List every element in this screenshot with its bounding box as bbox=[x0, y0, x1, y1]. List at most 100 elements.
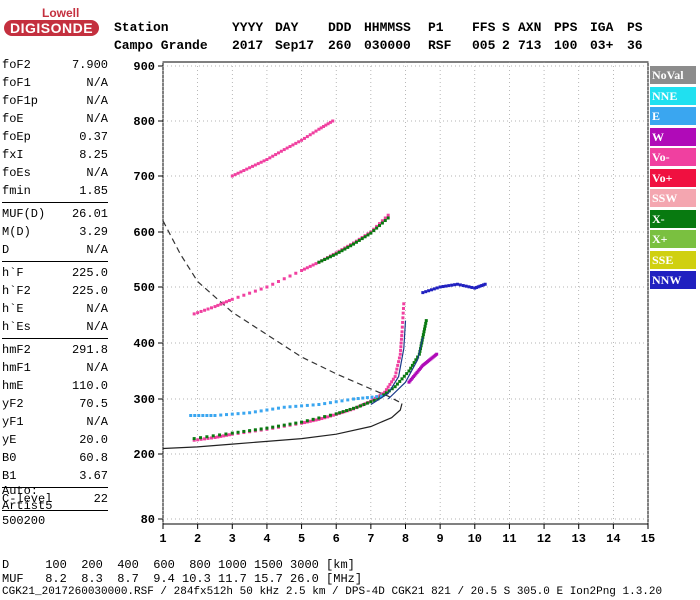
param-label: MUF(D) bbox=[2, 207, 46, 221]
trace-point bbox=[285, 146, 289, 150]
param-row: foF1p N/A bbox=[2, 92, 108, 110]
trace-fit-curve bbox=[370, 320, 407, 406]
trace-point bbox=[380, 221, 384, 225]
y-tick-label: 300 bbox=[133, 393, 155, 407]
trace-point bbox=[476, 285, 480, 289]
trace-point bbox=[393, 375, 397, 379]
trace-point bbox=[236, 171, 240, 175]
trace-point bbox=[400, 334, 404, 338]
param-label: foEp bbox=[2, 130, 31, 144]
trace-point bbox=[423, 327, 427, 331]
trace-point bbox=[193, 414, 197, 417]
param-value: 7.900 bbox=[71, 58, 108, 72]
legend-item: Vo- bbox=[650, 148, 696, 166]
trace-point bbox=[225, 413, 229, 417]
trace-point bbox=[441, 285, 445, 289]
trace-point bbox=[376, 397, 380, 401]
trace-point bbox=[397, 356, 401, 360]
trace-point bbox=[407, 369, 411, 373]
trace-point bbox=[328, 255, 332, 259]
trace-point bbox=[400, 325, 404, 329]
param-value: 225.0 bbox=[71, 284, 108, 298]
trace-point bbox=[205, 435, 209, 439]
header-value-ffs: 005 bbox=[472, 38, 496, 53]
trace-point bbox=[288, 274, 292, 278]
trace-point bbox=[211, 434, 215, 438]
legend-item: W bbox=[650, 127, 696, 146]
trace-point bbox=[399, 341, 403, 345]
param-row: B1 3.67 bbox=[2, 467, 108, 485]
trace-point bbox=[300, 404, 304, 408]
trace-point bbox=[242, 429, 246, 433]
trace-point bbox=[271, 282, 275, 286]
param-row: MUF(D) 26.01 bbox=[2, 205, 108, 223]
trace-point bbox=[302, 267, 306, 271]
param-label: foF2 bbox=[2, 58, 31, 72]
trace-point bbox=[192, 437, 196, 441]
header-value-station: Campo Grande bbox=[114, 38, 208, 53]
trace-point bbox=[302, 421, 306, 425]
divider bbox=[2, 510, 108, 511]
y-tick-label: 400 bbox=[133, 337, 155, 351]
trace-point bbox=[341, 410, 345, 414]
trace-point bbox=[383, 390, 387, 394]
trace-point bbox=[271, 407, 275, 411]
trace-point bbox=[393, 385, 397, 389]
muf-row: MUF 8.2 8.3 8.7 9.4 10.3 11.7 15.7 26.0 … bbox=[2, 572, 363, 586]
trace-point bbox=[197, 414, 201, 417]
trace-point bbox=[384, 391, 388, 395]
param-row: hmF2 291.8 bbox=[2, 341, 108, 359]
param-label: h`E bbox=[2, 302, 24, 316]
header-label-hhmmss: HHMMSS bbox=[364, 20, 411, 35]
trace-point bbox=[192, 438, 196, 442]
trace-point bbox=[346, 398, 350, 402]
auto-program: Artist5 bbox=[2, 499, 53, 513]
x-tick-label: 3 bbox=[229, 532, 236, 546]
trace-point bbox=[314, 262, 318, 266]
param-value: N/A bbox=[86, 76, 108, 90]
param-value: 8.25 bbox=[79, 148, 108, 162]
param-value: 3.67 bbox=[79, 469, 108, 483]
param-value: 22 bbox=[93, 492, 108, 506]
param-value: 291.8 bbox=[71, 343, 108, 357]
trace-point bbox=[427, 289, 431, 293]
auto-label: Auto: bbox=[2, 484, 39, 498]
divider bbox=[2, 338, 108, 339]
trace-point bbox=[288, 405, 292, 409]
header-label-yyyy: YYYY bbox=[232, 20, 264, 35]
param-label: M(D) bbox=[2, 225, 31, 239]
trace-point bbox=[196, 311, 200, 315]
param-row: foF1 N/A bbox=[2, 74, 108, 92]
trace-point bbox=[410, 363, 414, 367]
y-tick-label: 800 bbox=[133, 115, 155, 129]
trace-point bbox=[279, 149, 283, 153]
trace-point bbox=[354, 240, 358, 244]
x-tick-label: 5 bbox=[298, 532, 305, 546]
trace-point bbox=[203, 308, 207, 312]
trace-point bbox=[424, 321, 428, 325]
param-row: foE N/A bbox=[2, 110, 108, 128]
trace-point bbox=[338, 411, 342, 415]
trace-point bbox=[294, 421, 298, 425]
param-row: M(D) 3.29 bbox=[2, 223, 108, 241]
trace-point bbox=[282, 148, 286, 152]
header-label-ffs: FFS bbox=[472, 20, 496, 35]
header-value-yyyy: 2017 bbox=[232, 38, 264, 53]
trace-point bbox=[483, 282, 487, 286]
header-value-pps: 100 bbox=[554, 38, 578, 53]
trace-point bbox=[390, 387, 394, 391]
trace-point bbox=[242, 411, 246, 415]
trace-point bbox=[405, 372, 409, 376]
trace-point bbox=[334, 252, 338, 256]
trace-point bbox=[288, 144, 292, 148]
y-tick-label: 80 bbox=[141, 513, 155, 527]
param-label: foF1 bbox=[2, 76, 31, 90]
param-label: D bbox=[2, 243, 10, 257]
param-row: h`F 225.0 bbox=[2, 264, 108, 282]
trace-point bbox=[248, 166, 252, 170]
trace-point bbox=[361, 396, 365, 400]
trace-point bbox=[320, 259, 324, 263]
trace-point bbox=[348, 407, 352, 411]
trace-point bbox=[213, 414, 217, 417]
trace-point bbox=[337, 250, 341, 254]
